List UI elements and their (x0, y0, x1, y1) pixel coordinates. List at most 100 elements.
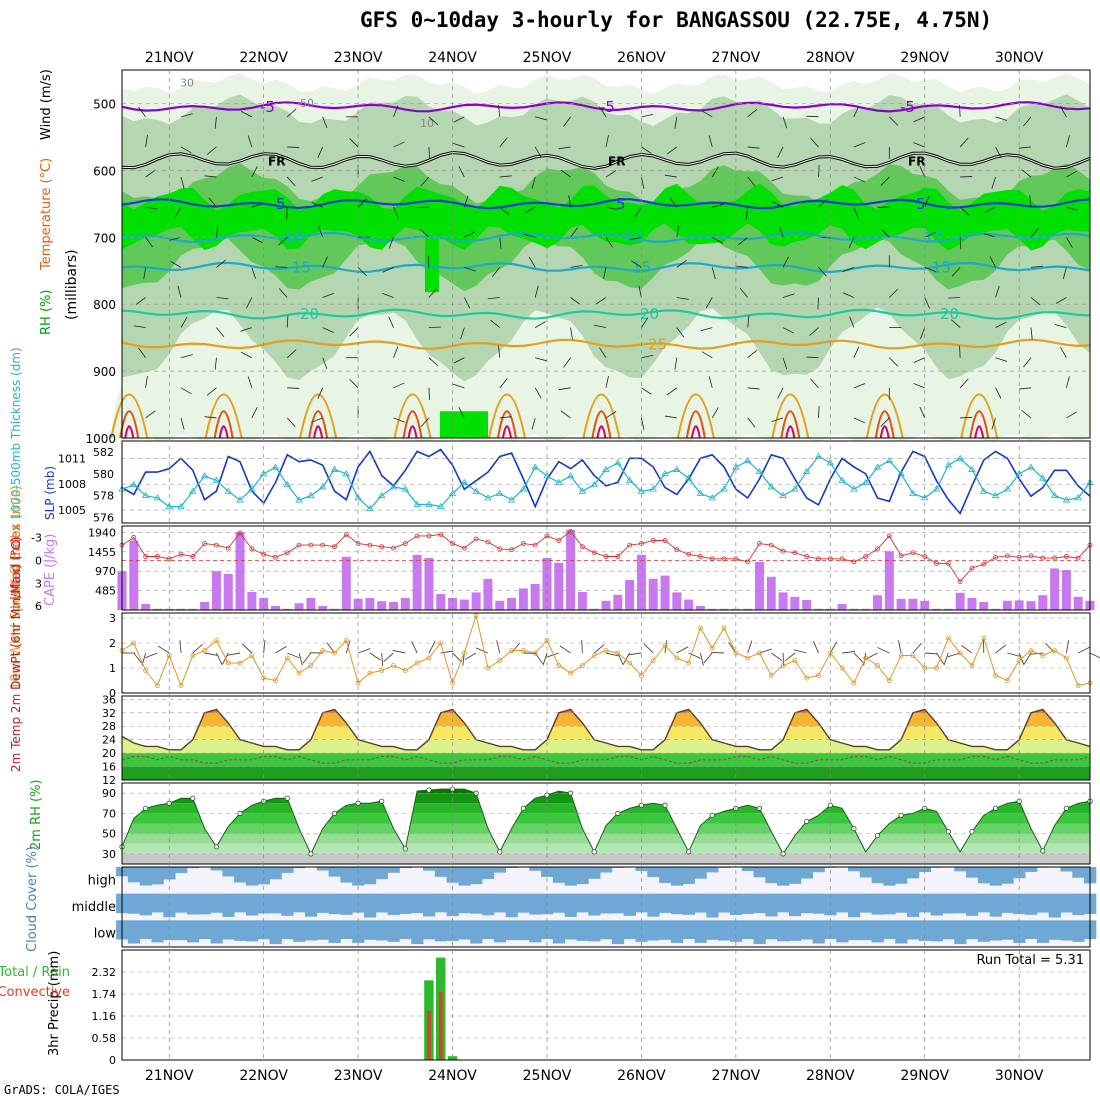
precip-tick: 2.32 (92, 966, 117, 979)
cloud-cell (883, 867, 896, 886)
precip-tick: 1.74 (92, 988, 117, 1001)
upper-air-wind-barb (853, 346, 860, 358)
rh-ylabel: 2m RH (%) (29, 779, 44, 850)
cape-bar (436, 594, 446, 610)
cloud-cell (895, 920, 908, 944)
cloud-cell (812, 920, 825, 944)
wind-ylabel: 10m Wind Speed & Barbs (m/s) (9, 485, 24, 690)
upper-air-wind-barb (322, 327, 334, 333)
cloud-cell (186, 893, 200, 915)
thickness-point (614, 459, 622, 466)
upper-air-wind-barb (638, 285, 642, 298)
warm-contour (676, 393, 715, 439)
upper-air-wind-barb (920, 327, 926, 339)
upper-air-wind-barb (534, 321, 546, 328)
upper-air-wind-barb (1030, 265, 1043, 268)
cape-bar (601, 600, 611, 610)
upper-air-wind-barb (534, 285, 539, 298)
cloud-cell (257, 867, 270, 885)
upper-air-wind-barb (499, 206, 510, 216)
upper-air-wind-barb (772, 201, 784, 208)
cloud-cell (458, 893, 471, 914)
li-point (155, 554, 160, 559)
wind-speed-point (757, 650, 762, 656)
cloud-cell (682, 867, 695, 884)
thickness-point (602, 465, 610, 472)
wind-speed-point (674, 655, 680, 661)
li-point (875, 546, 880, 552)
upper-air-wind-barb (960, 416, 973, 419)
upper-air-wind-barb (605, 135, 609, 148)
upper-air-wind-barb (453, 116, 465, 123)
upper-air-wind-barb (782, 293, 795, 298)
cloud-cell (281, 893, 294, 916)
precip-tick: 0 (109, 1054, 116, 1067)
li-point (568, 528, 573, 534)
upper-air-wind-barb (388, 237, 394, 249)
cloud-cell (293, 867, 306, 869)
surface-wind-barb (452, 652, 463, 663)
thickness-point (271, 463, 280, 470)
cloud-cell (588, 867, 601, 879)
cloud-cell (222, 893, 235, 917)
cloud-cell (151, 893, 164, 913)
upper-air-wind-barb (523, 233, 536, 238)
cloud-cell (966, 920, 979, 940)
upper-air-wind-barb (420, 176, 430, 187)
cloud-cell (482, 920, 495, 940)
surface-wind-barb (392, 649, 406, 654)
upper-air-wind-barb (1066, 411, 1077, 419)
temperature-contour-label: -5 (600, 98, 615, 116)
upper-air-wind-barb (322, 256, 328, 268)
thickness-point (141, 491, 150, 499)
surface-wind-barb (298, 652, 303, 666)
cloud-cell (493, 893, 507, 913)
cloud-cell (859, 920, 873, 941)
upper-air-y-tick: 800 (93, 298, 116, 312)
upper-air-wind-barb (286, 176, 296, 187)
surface-wind-barb (1023, 652, 1032, 665)
li-point (190, 554, 196, 559)
cape-bar (448, 598, 458, 610)
cloud-cell (222, 920, 235, 940)
upper-air-wind-barb (278, 236, 288, 246)
li-point (1028, 553, 1034, 559)
surface-wind-barb (287, 652, 300, 659)
cloud-cell (127, 867, 141, 883)
wind-speed-point (709, 645, 715, 651)
date-label-top: 22NOV (239, 50, 288, 66)
upper-air-wind-barb (216, 259, 227, 268)
thickness-point (873, 463, 882, 470)
date-label-bottom: 24NOV (428, 1068, 477, 1084)
rh-point (520, 805, 526, 811)
temp-fill-band (122, 726, 1090, 740)
rh-column (393, 384, 422, 438)
upper-air-wind-barb (560, 169, 571, 178)
temperature-contour (121, 338, 1091, 351)
thickness-point (649, 485, 657, 492)
cloud-cell (907, 893, 920, 917)
rh-column (960, 384, 989, 438)
surface-wind-barb (853, 652, 864, 663)
cape-bar (400, 598, 410, 610)
cape-bar (353, 598, 363, 610)
rh-bright-patch (440, 411, 488, 438)
upper-air-wind-barb (357, 267, 367, 277)
cape-bar (211, 571, 221, 610)
upper-air-wind-barb (287, 146, 300, 148)
cloud-cell (836, 920, 849, 943)
wind-speed-point (461, 650, 467, 656)
surface-wind-barb (221, 652, 229, 665)
upper-air-wind-barb (499, 416, 512, 419)
upper-air-wind-barb (995, 116, 1008, 121)
thickness-point (153, 494, 162, 501)
cape-bar (200, 602, 210, 610)
surface-wind-barb (943, 652, 949, 666)
cape-bar (991, 608, 1001, 610)
cape-bar (943, 608, 953, 610)
cloud-cell (387, 893, 400, 916)
thickness-point (956, 454, 964, 461)
rh-column (865, 384, 894, 438)
cape-ylabel: CAPE (J/kg) (43, 534, 58, 606)
upper-air-wind-barb (452, 142, 465, 148)
